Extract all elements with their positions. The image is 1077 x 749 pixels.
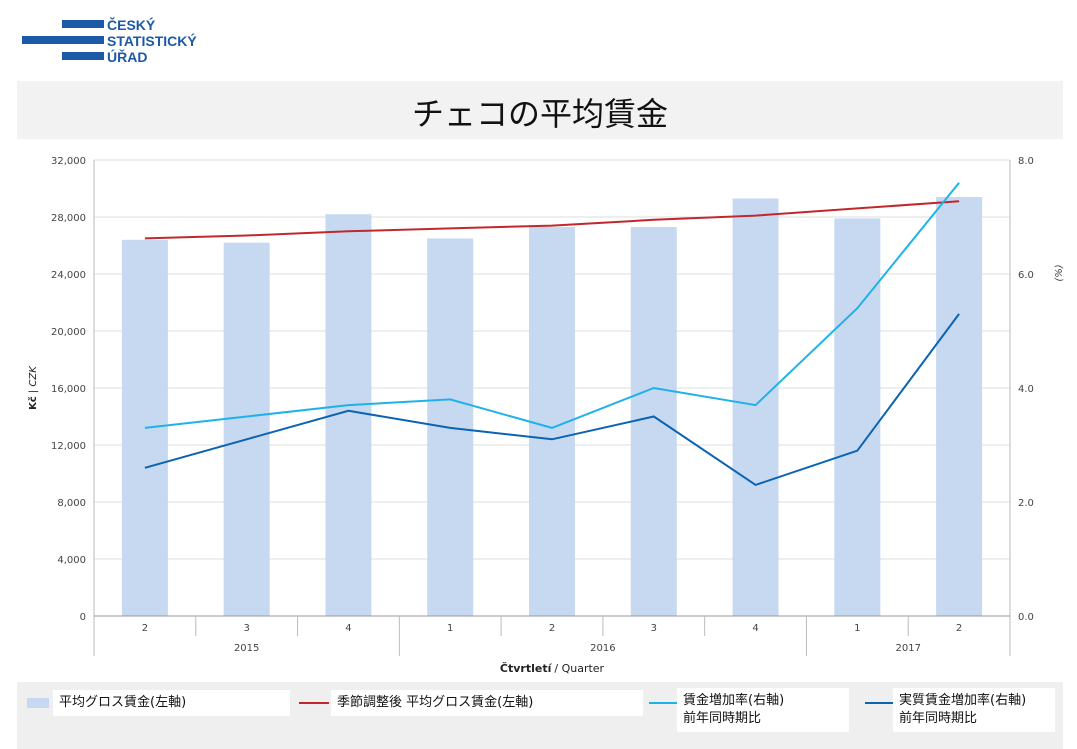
- legend: 平均グロス賃金(左軸) 季節調整後 平均グロス賃金(左軸) 賃金増加率(右軸) …: [17, 682, 1063, 749]
- y-left-tick-label: 0: [80, 612, 86, 623]
- legend-swatch-bars: [27, 698, 49, 708]
- series-line-1: [144, 200, 960, 240]
- x-year-label: 2016: [590, 643, 615, 654]
- x-year-label: 2017: [895, 643, 920, 654]
- x-quarter-label: 4: [345, 623, 351, 634]
- logo-text-line1: ČESKÝ: [107, 17, 156, 33]
- x-year-label: 2015: [234, 643, 259, 654]
- legend-real-growth-line2: 前年同時期比: [899, 711, 978, 726]
- y-left-tick-label: 24,000: [51, 270, 86, 281]
- x-quarter-label: 2: [142, 623, 148, 634]
- x-quarter-label: 2: [956, 623, 962, 634]
- y-right-tick-label: 6.0: [1018, 270, 1034, 281]
- y-right-tick-label: 8.0: [1018, 156, 1034, 167]
- logo-bar: [62, 52, 104, 60]
- x-quarter-label: 1: [854, 623, 860, 634]
- y-left-tick-label: 32,000: [51, 156, 86, 167]
- legend-label-bars: 平均グロス賃金(左軸): [53, 690, 290, 716]
- x-axis-title: Čtvrtletí / Quarter: [500, 662, 605, 675]
- y-left-tick-label: 28,000: [51, 213, 86, 224]
- y-left-axis-title-sub: | CZK: [28, 365, 39, 393]
- legend-wage-growth-line2: 前年同時期比: [683, 711, 762, 726]
- legend-wage-growth-line1: 賃金増加率(右軸): [683, 693, 785, 708]
- bar: [630, 226, 677, 616]
- y-left-axis-title: Kč | CZK: [27, 365, 39, 410]
- y-left-axis-title-main: Kč: [27, 396, 39, 410]
- y-left-tick-label: 8,000: [57, 498, 86, 509]
- title-panel: チェコの平均賃金: [17, 81, 1063, 139]
- chart-area: 0 4,000 8,000 12,000 16,000 20,000 24,000 28,00…: [27, 156, 1065, 675]
- legend-label-real-growth: 実質賃金増加率(右軸) 前年同時期比: [893, 688, 1055, 732]
- y-right-axis-title: (%): [1054, 264, 1065, 281]
- y-left-tick-label: 20,000: [51, 327, 86, 338]
- logo-bar: [22, 36, 104, 44]
- bar: [121, 239, 168, 617]
- x-axis-title-main: Čtvrtletí: [500, 662, 553, 675]
- y-left-tick-label: 16,000: [51, 384, 86, 395]
- bar: [223, 242, 270, 616]
- series-line-2: [144, 182, 960, 429]
- legend-swatch-real-growth: [865, 702, 895, 704]
- legend-swatch-sa-line: [299, 702, 329, 704]
- y-right-tick-label: 2.0: [1018, 498, 1034, 509]
- x-quarter-label: 1: [447, 623, 453, 634]
- x-quarter-label: 3: [243, 623, 249, 634]
- y-left-tick-label: 4,000: [57, 555, 86, 566]
- bar: [834, 218, 881, 617]
- chart-title: チェコの平均賃金: [411, 95, 668, 133]
- logo-text-line2: STATISTICKÝ: [107, 33, 197, 49]
- y-left-tick-label: 12,000: [51, 441, 86, 452]
- legend-label-sa-line: 季節調整後 平均グロス賃金(左軸): [331, 690, 643, 716]
- logo-text-line3: ÚŘAD: [107, 49, 148, 65]
- x-quarter-label: 3: [651, 623, 657, 634]
- bar: [732, 198, 779, 616]
- legend-real-growth-line1: 実質賃金増加率(右軸): [899, 693, 1027, 708]
- y-right-tick-label: 0.0: [1018, 612, 1034, 623]
- x-quarter-label: 2: [549, 623, 555, 634]
- csu-logo: ČESKÝ STATISTICKÝ ÚŘAD: [22, 18, 212, 68]
- legend-label-wage-growth: 賃金増加率(右軸) 前年同時期比: [677, 688, 849, 732]
- bar: [936, 197, 983, 617]
- legend-swatch-wage-growth: [649, 702, 679, 704]
- series-line-3: [144, 313, 960, 487]
- logo-bar: [62, 20, 104, 28]
- y-right-tick-label: 4.0: [1018, 384, 1034, 395]
- x-axis-title-sub: / Quarter: [554, 662, 604, 675]
- x-quarter-label: 4: [752, 623, 758, 634]
